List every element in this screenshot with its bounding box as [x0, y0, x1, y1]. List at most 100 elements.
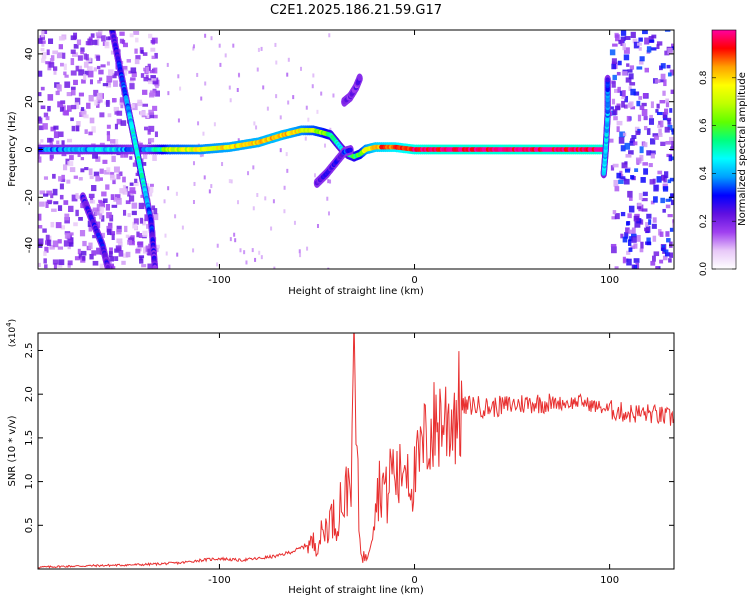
noise-cell: [636, 42, 642, 46]
noise-cell: [639, 56, 645, 62]
noise-cell: [148, 33, 153, 39]
noise-cell: [49, 245, 55, 250]
noise-cell: [145, 74, 149, 79]
noise-cell: [52, 66, 58, 71]
noise-cell: [67, 245, 71, 250]
noise-cell: [648, 118, 655, 125]
noise-cell: [96, 55, 101, 61]
noise-cell: [646, 241, 652, 246]
noise-cell: [41, 51, 47, 59]
noise-cell: [122, 176, 126, 183]
noise-cell: [228, 85, 231, 90]
noise-cell: [652, 178, 656, 184]
noise-cell: [134, 48, 138, 54]
noise-cell: [642, 93, 648, 98]
noise-cell: [104, 41, 110, 49]
noise-cell: [122, 65, 128, 72]
noise-cell: [52, 173, 56, 179]
noise-cell: [646, 150, 652, 156]
y-tick-label: 20: [24, 95, 35, 108]
noise-cell: [663, 79, 667, 87]
noise-cell: [147, 248, 153, 256]
noise-cell: [329, 179, 332, 184]
noise-cell: [95, 175, 100, 182]
noise-cell: [620, 211, 626, 217]
y-tick-label: 0.5: [24, 517, 35, 533]
noise-cell: [39, 201, 45, 207]
noise-cell: [83, 74, 87, 81]
track-core: [357, 76, 362, 81]
noise-cell: [57, 246, 64, 250]
noise-cell: [111, 266, 116, 269]
noise-cell: [46, 239, 52, 246]
noise-cell: [58, 176, 63, 182]
noise-cell: [662, 111, 667, 119]
noise-cell: [140, 49, 144, 54]
noise-cell: [80, 250, 87, 256]
noise-cell: [39, 190, 46, 195]
noise-cell: [633, 243, 638, 249]
track-1: [108, 30, 159, 269]
noise-cell: [66, 92, 73, 97]
noise-cell: [624, 232, 629, 239]
noise-cell: [650, 200, 655, 205]
noise-cell: [53, 125, 59, 130]
noise-cell: [128, 70, 132, 74]
noise-cell: [638, 47, 642, 51]
noise-cell: [83, 53, 88, 60]
noise-cell: [264, 196, 267, 201]
noise-cell: [327, 267, 330, 269]
noise-cell: [636, 100, 641, 107]
noise-cell: [142, 89, 148, 95]
noise-cell: [655, 109, 659, 113]
track-4: [341, 73, 363, 107]
noise-cell: [106, 167, 111, 173]
noise-cell: [67, 138, 73, 143]
noise-cell: [312, 73, 315, 78]
noise-cell: [631, 135, 637, 139]
noise-cell: [651, 34, 657, 39]
noise-cell: [666, 64, 671, 69]
noise-cell: [122, 184, 126, 192]
noise-cell: [628, 247, 633, 252]
noise-cell: [329, 127, 332, 132]
snr-multiplier-base: (x104): [5, 319, 18, 347]
noise-cell: [140, 73, 145, 78]
noise-cell: [50, 221, 55, 228]
noise-cell: [635, 262, 640, 269]
noise-cell: [99, 206, 104, 214]
noise-cell: [83, 61, 89, 68]
noise-cell: [43, 258, 47, 264]
noise-cell: [228, 179, 231, 184]
noise-cell: [326, 196, 329, 201]
noise-cell: [76, 121, 81, 127]
noise-cell: [628, 73, 634, 80]
noise-cell: [71, 104, 77, 110]
noise-cell: [53, 131, 60, 139]
noise-cell: [279, 148, 282, 153]
noise-cell: [92, 207, 99, 212]
noise-cell: [638, 192, 643, 200]
noise-cell: [671, 46, 674, 51]
noise-cell: [40, 86, 45, 91]
noise-cell: [622, 132, 627, 137]
noise-cell: [631, 233, 637, 238]
noise-cell: [286, 72, 289, 77]
noise-cell: [197, 121, 200, 126]
noise-cell: [629, 236, 633, 242]
noise-cell: [627, 190, 633, 198]
noise-cell: [153, 213, 159, 221]
noise-cell: [656, 176, 662, 183]
noise-cell: [631, 236, 637, 243]
noise-cell: [611, 216, 617, 220]
noise-cell: [665, 100, 670, 108]
noise-cell: [664, 171, 669, 179]
noise-cell: [611, 246, 617, 254]
noise-cell: [60, 225, 66, 230]
noise-cell: [105, 99, 110, 107]
noise-cell: [273, 266, 276, 269]
noise-cell: [623, 54, 630, 61]
noise-cell: [38, 142, 41, 146]
noise-cell: [216, 243, 219, 248]
noise-cell: [106, 124, 111, 129]
